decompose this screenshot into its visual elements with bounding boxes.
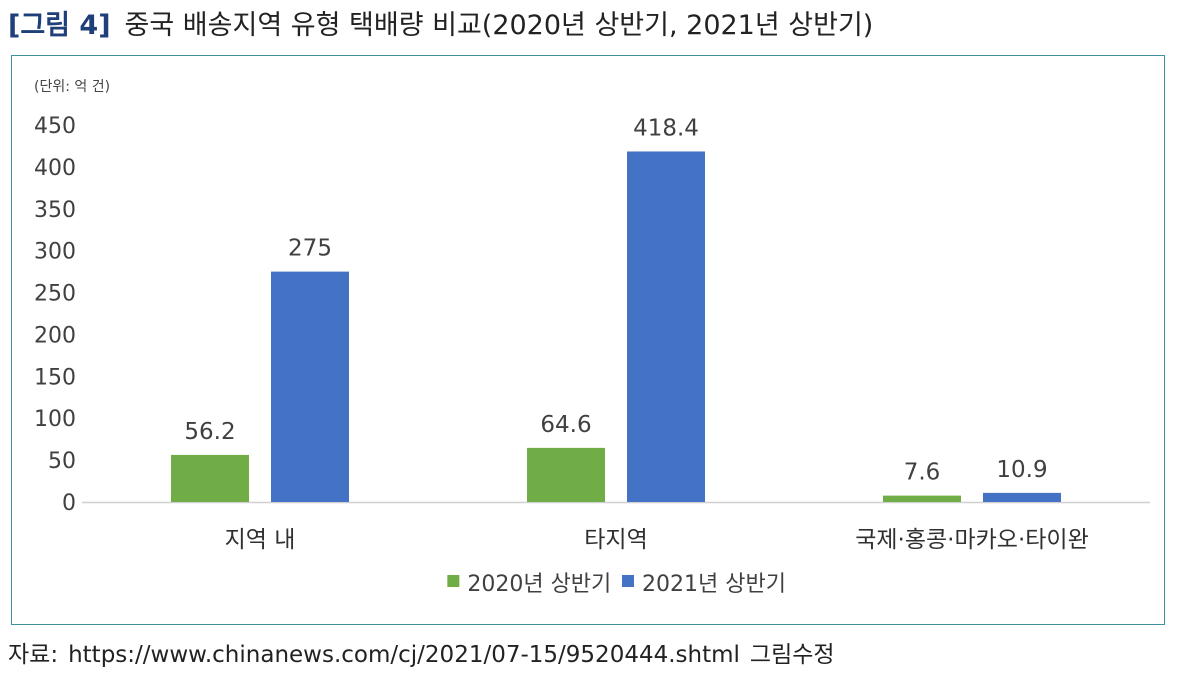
figure-title-text: 중국 배송지역 유형 택배량 비교(2020년 상반기, 2021년 상반기) [124, 10, 874, 41]
source-url[interactable]: https://www.chinanews.com/cj/2021/07-15/… [68, 642, 740, 668]
source-line: 자료: https://www.chinanews.com/cj/2021/07-… [8, 638, 845, 672]
bar [271, 271, 349, 502]
legend-label: 2021년 상반기 [642, 572, 786, 597]
bar [527, 447, 605, 502]
source-label: 자료: [8, 642, 59, 668]
bar-chart: (단위: 억 건) 0 50 100 150 200 250 300 350 400 450 56.2… [34, 79, 1150, 597]
y-tick-label: 200 [34, 323, 76, 348]
x-tick-label: 국제·홍콩·마카오·타이완 [855, 527, 1089, 553]
figure-title: [그림 4] 중국 배송지역 유형 택배량 비교(2020년 상반기, 2021년… [8, 6, 873, 46]
source-note: 그림수정 [749, 642, 835, 668]
y-tick-label: 150 [34, 365, 76, 390]
y-tick-label: 0 [62, 491, 76, 516]
legend-swatch [622, 575, 634, 587]
x-tick-label: 타지역 [584, 527, 647, 553]
y-tick-label: 50 [48, 449, 76, 474]
figure-number: [그림 4] [8, 10, 111, 41]
bar [171, 454, 249, 502]
y-tick-label: 400 [34, 156, 76, 181]
chart-frame: (단위: 억 건) 0 50 100 150 200 250 300 350 400 450 56.2… [11, 55, 1165, 625]
unit-label: (단위: 억 건) [34, 79, 110, 95]
bar [883, 495, 961, 502]
data-label: 275 [288, 236, 332, 262]
y-tick-label: 300 [34, 240, 76, 265]
y-tick-label: 450 [34, 114, 76, 139]
legend-label: 2020년 상반기 [467, 572, 611, 597]
bar [627, 151, 705, 502]
data-label: 7.6 [904, 460, 941, 486]
data-label: 56.2 [184, 419, 235, 445]
data-label: 64.6 [540, 412, 591, 438]
bar [983, 492, 1061, 502]
y-tick-label: 350 [34, 198, 76, 223]
data-label: 418.4 [633, 115, 699, 141]
legend-swatch [447, 575, 460, 587]
x-tick-label: 지역 내 [225, 527, 296, 553]
y-tick-label: 250 [34, 282, 76, 307]
y-tick-label: 100 [34, 407, 76, 432]
data-label: 10.9 [996, 457, 1047, 483]
